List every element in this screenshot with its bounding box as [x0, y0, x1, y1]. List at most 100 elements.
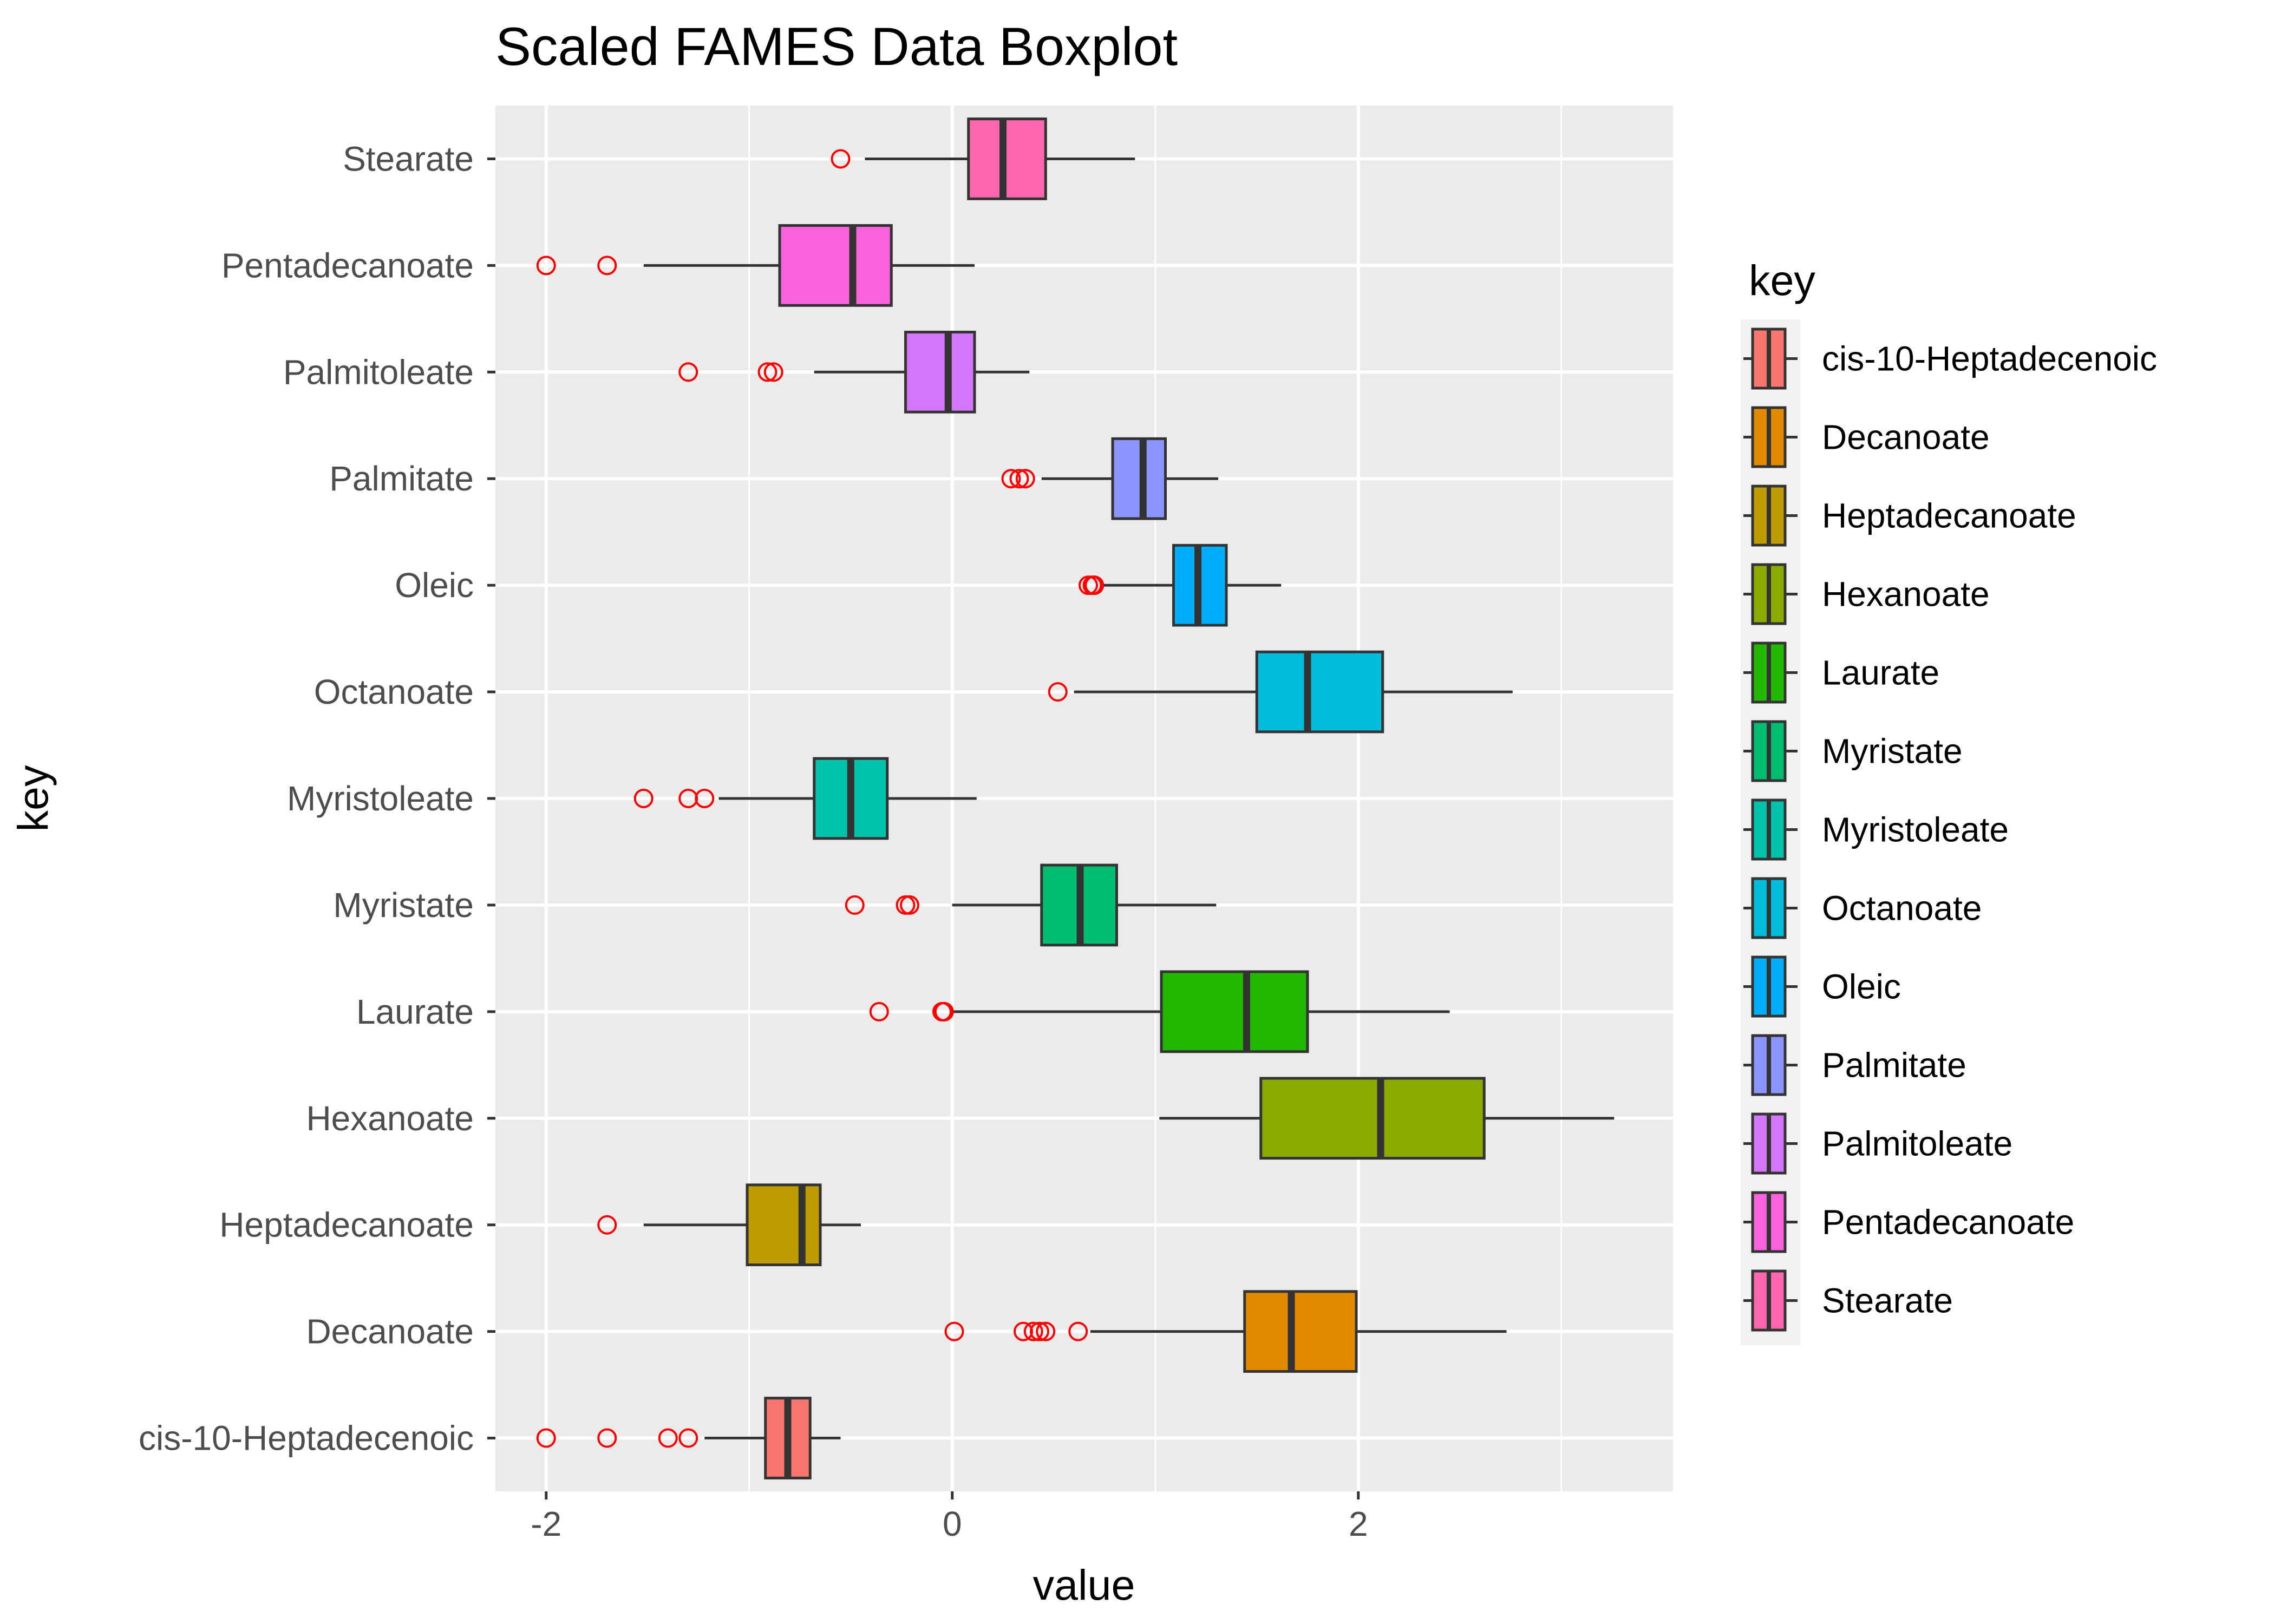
outlier-point [1015, 469, 1035, 489]
box-decanoate [944, 1290, 1507, 1373]
y-tick-label: Palmitate [329, 459, 474, 498]
legend-label: Myristate [1822, 732, 1963, 771]
box-heptadecanoate [597, 1183, 861, 1267]
outlier-point [1023, 1321, 1043, 1341]
y-tick-label: Oleic [395, 566, 474, 605]
legend-label: Hexanoate [1822, 575, 1990, 614]
outlier-point [1084, 575, 1105, 595]
legend-item: Hexanoate [1743, 563, 1990, 625]
legend-label: cis-10-Heptadecenoic [1822, 339, 2157, 378]
box-body [746, 1183, 822, 1267]
legend-label: Oleic [1822, 967, 1901, 1006]
outlier-point [658, 1428, 678, 1448]
box-oleic [1079, 543, 1282, 627]
y-tick-label: Palmitoleate [283, 352, 474, 391]
outlier-point [1036, 1321, 1056, 1341]
outlier-point [900, 895, 919, 915]
y-tick-label: Myristate [333, 886, 474, 925]
outlier-point [597, 256, 617, 276]
box-octanoate [1048, 650, 1513, 734]
boxes [536, 117, 1615, 1479]
box-body [1243, 1290, 1358, 1373]
y-tick-label: Stearate [343, 139, 474, 178]
outlier-point [944, 1321, 964, 1341]
box-myristoleate [633, 757, 977, 840]
outlier-point [763, 362, 783, 382]
box-palmitate [1001, 437, 1218, 520]
legend-item: cis-10-Heptadecenoic [1743, 328, 2157, 390]
legend-label: Pentadecanoate [1822, 1203, 2074, 1242]
outlier-point [869, 1001, 889, 1021]
legend-item: Octanoate [1743, 877, 1982, 939]
legend-item: Heptadecanoate [1743, 484, 2076, 547]
legend-label: Palmitate [1822, 1046, 1966, 1085]
box-body [1160, 970, 1309, 1053]
chart-title: Scaled FAMES Data Boxplot [495, 16, 1178, 76]
legend-label: Octanoate [1822, 889, 1982, 928]
y-tick-label: Heptadecanoate [219, 1206, 474, 1245]
y-tick-label: cis-10-Heptadecenoic [139, 1419, 474, 1458]
box-cis-10-heptadecenoic [536, 1397, 841, 1479]
outlier-point [1068, 1321, 1088, 1341]
x-axis-title: value [1033, 1561, 1135, 1609]
legend-item: Myristate [1743, 720, 1963, 782]
outlier-point [695, 789, 715, 808]
legend-title: key [1749, 256, 1815, 304]
x-tick-label: 0 [943, 1504, 962, 1543]
legend-items: cis-10-Heptadecenoic Decanoate Heptadecano… [1743, 328, 2157, 1332]
box-myristate [845, 863, 1217, 947]
legend-item: Oleic [1743, 955, 1901, 1018]
y-tick-label: Hexanoate [306, 1099, 474, 1138]
legend-label: Palmitoleate [1822, 1124, 2012, 1163]
legend: key cis-10-Heptadecenoic Decanoate Heptade… [1741, 256, 2157, 1345]
box-body [1259, 1077, 1486, 1160]
legend-label: Myristoleate [1822, 810, 2009, 849]
outlier-point [536, 1428, 556, 1448]
outlier-point [831, 149, 851, 169]
outlier-point [1009, 469, 1029, 489]
box-laurate [869, 970, 1450, 1053]
legend-item: Palmitoleate [1743, 1112, 2012, 1175]
y-tick-label: Decanoate [306, 1312, 474, 1351]
outlier-point [633, 789, 654, 808]
x-tick-label: 2 [1349, 1504, 1368, 1543]
y-tick-label: Myristoleate [287, 779, 474, 818]
box-palmitoleate [678, 330, 1030, 414]
y-tick-label: Laurate [356, 992, 474, 1031]
box-body [1111, 437, 1167, 520]
box-body [778, 224, 893, 307]
legend-item: Stearate [1743, 1269, 1953, 1332]
y-axis-title: key [9, 765, 57, 831]
outlier-point [757, 362, 777, 382]
box-stearate [831, 117, 1135, 200]
legend-item: Pentadecanoate [1743, 1191, 2074, 1253]
legend-item: Myristoleate [1743, 798, 2009, 861]
x-axis-ticks: -2 0 2 [531, 1491, 1368, 1543]
outlier-point [536, 256, 556, 276]
legend-item: Decanoate [1743, 406, 1990, 468]
box-body [1255, 650, 1384, 734]
legend-label: Heptadecanoate [1822, 496, 2076, 535]
outlier-point [597, 1215, 617, 1235]
outlier-point [678, 1428, 698, 1448]
outlier-point [845, 895, 865, 915]
legend-label: Laurate [1822, 653, 1939, 692]
outlier-point [1001, 469, 1021, 489]
legend-label: Stearate [1822, 1281, 1953, 1320]
outlier-point [1030, 1321, 1049, 1341]
x-tick-label: -2 [531, 1504, 561, 1543]
box-body [967, 117, 1047, 200]
legend-item: Laurate [1743, 641, 1939, 704]
box-body [904, 330, 976, 414]
y-tick-label: Pentadecanoate [221, 246, 474, 285]
y-tick-label: Octanoate [314, 672, 474, 711]
legend-label: Decanoate [1822, 418, 1990, 457]
box-hexanoate [1159, 1077, 1615, 1160]
outlier-point [678, 362, 698, 382]
legend-item: Palmitate [1743, 1034, 1966, 1096]
box-pentadecanoate [536, 224, 975, 307]
y-axis-ticks: cis-10-Heptadecenoic Decanoate Heptadecano… [139, 139, 495, 1458]
outlier-point [934, 1001, 954, 1021]
outlier-point [1048, 682, 1068, 702]
